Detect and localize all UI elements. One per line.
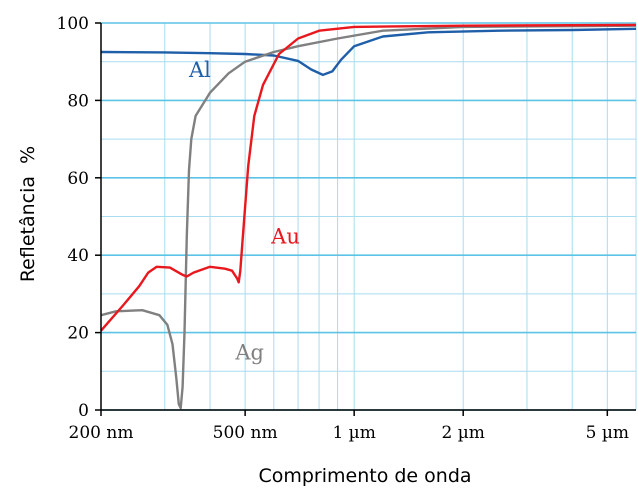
y-tick-label: 20: [67, 324, 89, 344]
x-axis-label: Comprimento de onda: [258, 465, 471, 487]
series-line-au: [100, 23, 637, 332]
series-line-al: [100, 27, 637, 77]
axes: [95, 22, 636, 416]
series-line-ag: [100, 24, 637, 410]
y-tick-label: 100: [57, 14, 89, 34]
x-tick-label: 500 nm: [213, 423, 278, 443]
x-tick-label: 2 µm: [441, 423, 484, 443]
series-lines: [100, 23, 637, 410]
y-axis-label: Refletância %: [17, 146, 39, 282]
series-label-al: Al: [188, 58, 211, 82]
grid: [100, 22, 637, 411]
y-tick-label: 60: [67, 169, 89, 189]
x-tick-label: 5 µm: [586, 423, 629, 443]
y-tick-label: 40: [67, 246, 89, 266]
y-tick-label: 0: [78, 401, 89, 421]
series-label-au: Au: [270, 225, 300, 249]
x-tick-labels: 200 nm 500 nm 1 µm 2 µm 5 µm: [69, 423, 629, 443]
y-tick-label: 80: [67, 91, 89, 111]
series-label-ag: Ag: [234, 341, 264, 365]
series-labels: Al Ag Au: [188, 58, 300, 365]
x-tick-label: 200 nm: [69, 423, 134, 443]
x-tick-label: 1 µm: [332, 423, 375, 443]
y-tick-labels: 0 20 40 60 80 100: [57, 14, 89, 421]
